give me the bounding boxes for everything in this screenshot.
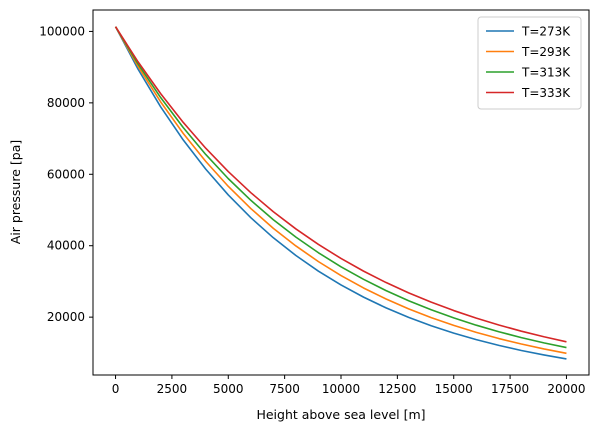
legend-label-1: T=293K xyxy=(521,45,571,59)
y-axis-label: Air pressure [pa] xyxy=(8,140,23,244)
y-axis-ticks: 20000 40000 60000 80000 100000 xyxy=(39,24,93,324)
y-tick-label: 100000 xyxy=(39,24,85,38)
y-tick-label: 80000 xyxy=(47,96,85,110)
legend-label-3: T=333K xyxy=(521,86,571,100)
x-axis-ticks: 0 2500 5000 7500 10000 12500 15000 17500 20000 xyxy=(112,375,586,396)
x-tick-label: 20000 xyxy=(547,382,585,396)
x-tick-label: 5000 xyxy=(213,382,244,396)
y-tick-label: 60000 xyxy=(47,167,85,181)
legend-box xyxy=(477,16,582,110)
legend-label-2: T=313K xyxy=(521,66,571,80)
x-tick-label: 12500 xyxy=(378,382,416,396)
x-tick-label: 2500 xyxy=(157,382,188,396)
x-tick-label: 10000 xyxy=(322,382,360,396)
series-line-1 xyxy=(114,26,567,355)
y-tick-label: 20000 xyxy=(47,310,85,324)
x-tick-label: 17500 xyxy=(491,382,529,396)
legend: T=273K T=293K T=313K T=333K xyxy=(477,16,582,110)
series-line-0 xyxy=(114,26,567,360)
x-axis-label: Height above sea level [m] xyxy=(256,407,425,422)
series-line-2 xyxy=(114,26,567,349)
series-lines xyxy=(114,26,567,360)
series-line-3 xyxy=(114,26,567,343)
y-tick-label: 40000 xyxy=(47,239,85,253)
x-tick-label: 15000 xyxy=(435,382,473,396)
x-tick-label: 7500 xyxy=(269,382,300,396)
x-tick-label: 0 xyxy=(112,382,120,396)
legend-label-0: T=273K xyxy=(521,25,571,39)
